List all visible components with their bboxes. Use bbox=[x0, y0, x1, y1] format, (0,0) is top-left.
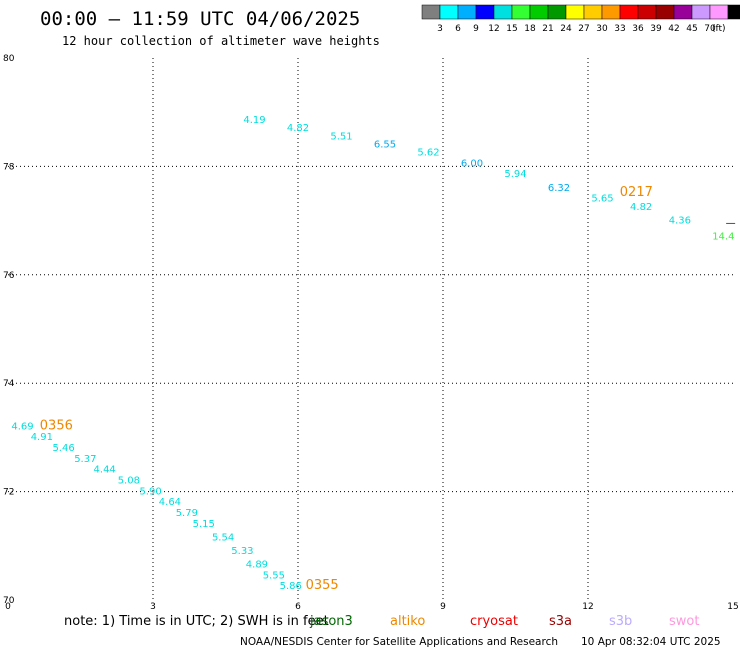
colorbar-label: 70 bbox=[704, 24, 716, 34]
satellite-jason3: jason3 bbox=[309, 614, 353, 629]
colorbar-label: (ft) bbox=[712, 24, 726, 34]
x-tick-label: 0 bbox=[5, 602, 11, 612]
pass-time-label: 0217 bbox=[620, 185, 653, 200]
pass-time-label: 0355 bbox=[306, 578, 339, 593]
colorbar-label: 21 bbox=[542, 24, 553, 34]
y-tick-label: 72 bbox=[3, 488, 14, 498]
wave-height-label: 5.33 bbox=[231, 546, 253, 557]
colorbar-swatch bbox=[583, 4, 603, 20]
x-tick-label: 6 bbox=[295, 602, 301, 612]
wave-height-label: 5.94 bbox=[504, 169, 526, 180]
colorbar-swatch bbox=[547, 4, 567, 20]
colorbar-label: 42 bbox=[668, 24, 679, 34]
x-tick-label: 9 bbox=[440, 602, 446, 612]
satellite-altiko: altiko bbox=[390, 614, 425, 629]
wave-height-label: 4.91 bbox=[31, 432, 53, 443]
satellite-s3b: s3b bbox=[609, 614, 632, 629]
colorbar-swatch bbox=[691, 4, 711, 20]
y-tick-label: 80 bbox=[3, 54, 15, 64]
colorbar-swatch bbox=[439, 4, 459, 20]
colorbar-label: 27 bbox=[578, 24, 589, 34]
y-tick-label: 74 bbox=[3, 379, 15, 389]
chart-axes: 0 3 6 9 12 15 70 72 74 76 78 80 bbox=[3, 54, 739, 612]
colorbar-swatch bbox=[565, 4, 585, 20]
colorbar-swatch bbox=[727, 4, 740, 20]
colorbar-label: 12 bbox=[488, 24, 499, 34]
wave-height-label: 5.55 bbox=[263, 570, 285, 581]
wave-height-label: 5.65 bbox=[591, 194, 613, 205]
wave-height-label: 4.69 bbox=[11, 421, 33, 432]
wave-height-label: 4.44 bbox=[94, 465, 116, 476]
satellite-s3a: s3a bbox=[549, 614, 572, 629]
wave-height-label: 6.55 bbox=[374, 139, 396, 150]
colorbar-swatch bbox=[619, 4, 639, 20]
footer-timestamp: 10 Apr 08:32:04 UTC 2025 bbox=[581, 636, 721, 648]
wave-height-label: 5.46 bbox=[52, 443, 74, 454]
wave-height-label: 5.54 bbox=[212, 532, 234, 543]
chart-subtitle: 12 hour collection of altimeter wave hei… bbox=[62, 34, 380, 48]
wave-height-label: 6.32 bbox=[548, 183, 570, 194]
colorbar-label: 24 bbox=[560, 24, 572, 34]
wave-height-label: 4.64 bbox=[159, 497, 181, 508]
wave-height-label: 5.08 bbox=[118, 475, 140, 486]
wave-height-label: 4.19 bbox=[243, 115, 265, 126]
colorbar-swatch bbox=[655, 4, 675, 20]
wave-height-label: 5.15 bbox=[193, 519, 215, 530]
colorbar-label: 18 bbox=[524, 24, 536, 34]
color-scale-legend: 3 6 9 12 15 18 21 24 27 30 33 36 39 42 45 70(ft) bbox=[421, 4, 740, 34]
colorbar-label: 45 bbox=[686, 24, 697, 34]
satellite-cryosat: cryosat bbox=[470, 614, 518, 629]
wave-height-label: 5.86 bbox=[280, 581, 302, 592]
colorbar-swatch bbox=[709, 4, 729, 20]
colorbar-swatch bbox=[601, 4, 621, 20]
colorbar-label: 30 bbox=[596, 24, 608, 34]
wave-height-label: 4.36 bbox=[669, 215, 691, 226]
footer-credit: NOAA/NESDIS Center for Satellite Applica… bbox=[240, 636, 558, 648]
colorbar-swatch bbox=[475, 4, 495, 20]
wave-height-label: 6.00 bbox=[461, 158, 483, 169]
x-tick-label: 15 bbox=[727, 602, 738, 612]
colorbar-label: 33 bbox=[614, 24, 625, 34]
wave-height-label: 14.4 bbox=[712, 232, 734, 243]
wave-height-label: 5.51 bbox=[330, 131, 352, 142]
satellite-swot: swot bbox=[669, 614, 699, 629]
colorbar-label: 15 bbox=[506, 24, 517, 34]
x-tick-label: 3 bbox=[150, 602, 156, 612]
wave-height-label: 5.62 bbox=[417, 148, 439, 159]
colorbar-label: 39 bbox=[650, 24, 662, 34]
chart-title: 00:00 – 11:59 UTC 04/06/2025 bbox=[40, 8, 360, 30]
colorbar-swatch bbox=[493, 4, 513, 20]
satellite-legend: jason3 altiko cryosat s3a s3b swot bbox=[309, 614, 699, 629]
colorbar-label: 6 bbox=[455, 24, 461, 34]
colorbar-swatch bbox=[421, 4, 441, 20]
chart-marks: 4.19 4.82 5.51 6.55 5.62 6.00 5.94 6.32 5.65 4.82… bbox=[11, 115, 735, 593]
wave-height-label: 5.90 bbox=[139, 486, 161, 497]
colorbar-swatch bbox=[637, 4, 657, 20]
wave-height-label: 4.82 bbox=[287, 123, 309, 134]
colorbar-swatch bbox=[529, 4, 549, 20]
colorbar-label: 9 bbox=[473, 24, 479, 34]
colorbar-label: 36 bbox=[632, 24, 644, 34]
y-tick-label: 70 bbox=[3, 596, 15, 606]
colorbar-swatch bbox=[511, 4, 531, 20]
wave-height-label: 4.82 bbox=[630, 202, 652, 213]
y-tick-label: 78 bbox=[3, 162, 15, 172]
chart-grid bbox=[8, 58, 733, 600]
colorbar-label: 3 bbox=[437, 24, 443, 34]
note-text: note: 1) Time is in UTC; 2) SWH is in fe… bbox=[64, 614, 329, 629]
y-tick-label: 76 bbox=[3, 271, 15, 281]
wave-height-label: 5.79 bbox=[176, 508, 198, 519]
colorbar-swatch bbox=[673, 4, 693, 20]
x-tick-label: 12 bbox=[582, 602, 593, 612]
colorbar-swatch bbox=[457, 4, 477, 20]
pass-time-label: 0356 bbox=[40, 418, 73, 433]
wave-height-label: 4.89 bbox=[246, 559, 268, 570]
edge-mark: — bbox=[726, 218, 736, 229]
wave-height-label: 5.37 bbox=[74, 454, 96, 465]
